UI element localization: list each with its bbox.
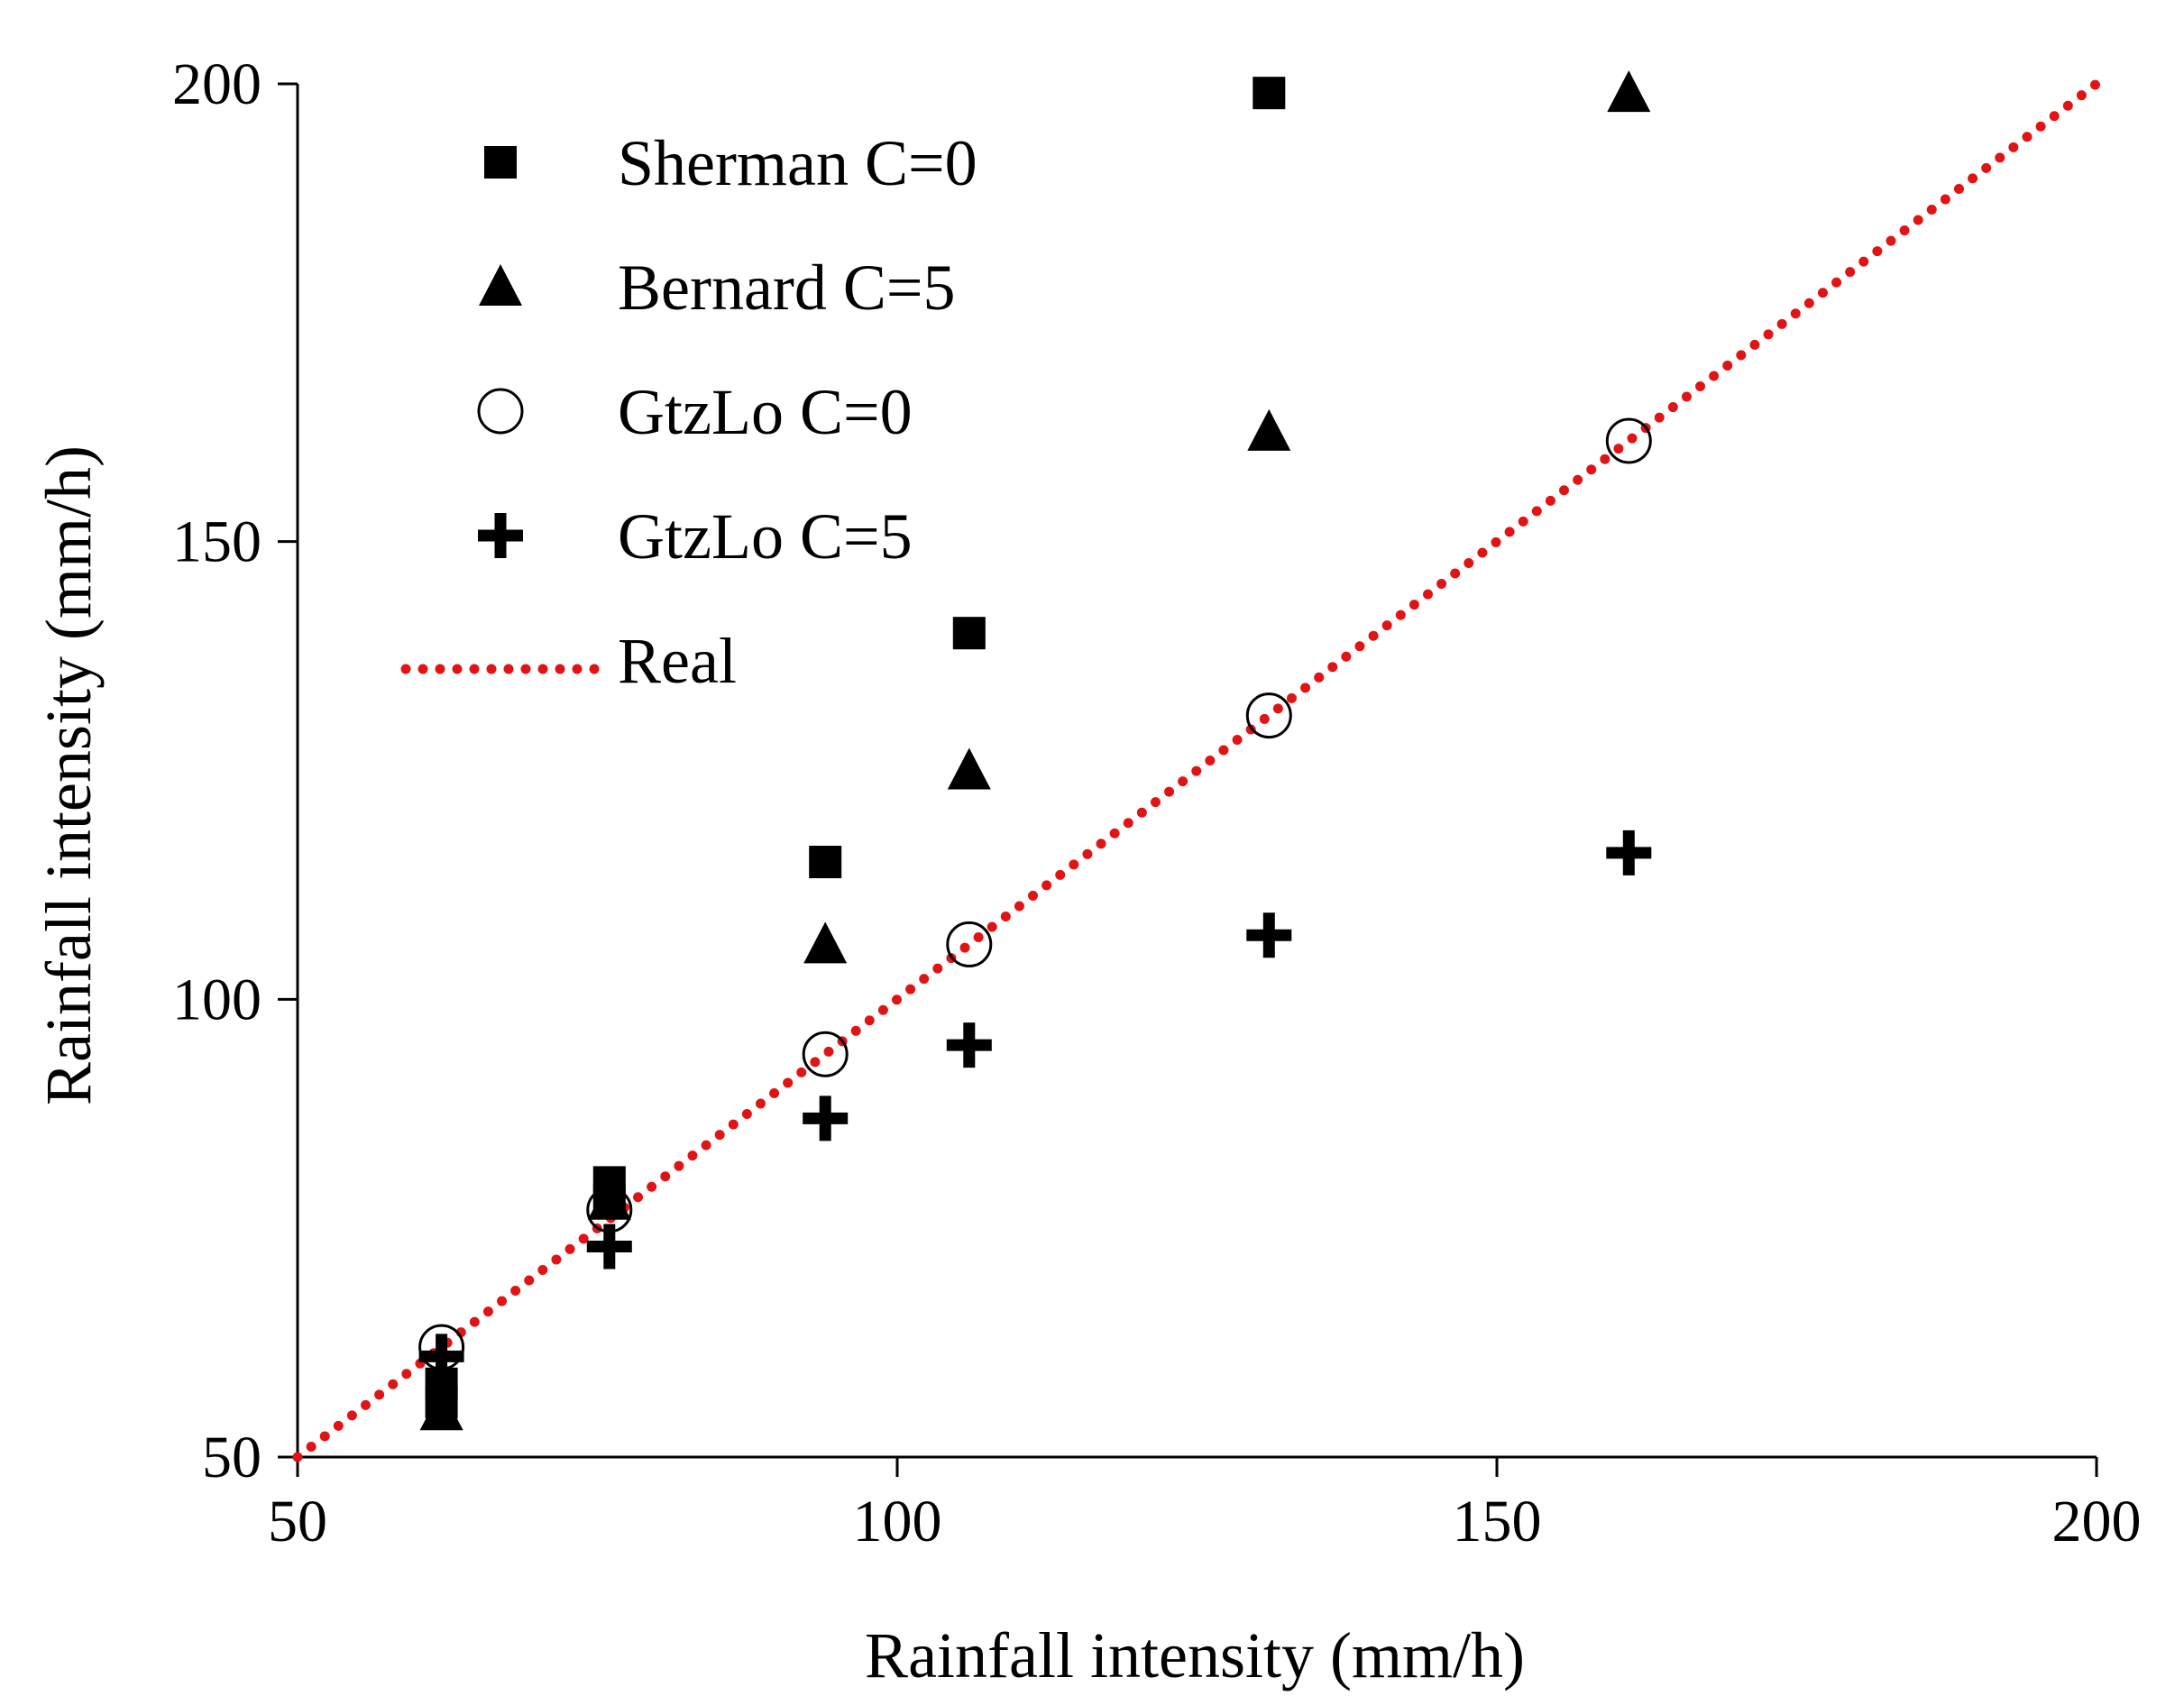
data-point [947,747,991,790]
data-point [809,846,842,879]
legend-marker-swatch [484,146,517,179]
x-axis-ticks: 50 100 150 200 [268,1457,2142,1554]
data-point [1247,408,1291,451]
legend-label: GtzLo C=5 [618,500,913,573]
legend-marker-swatch [477,388,524,435]
x-tick-label: 50 [268,1489,327,1554]
data-point [1253,77,1286,110]
x-tick-label: 100 [853,1489,942,1554]
y-tick-label: 200 [172,51,262,117]
data-point [587,1178,631,1220]
plot-area [292,70,2102,1462]
data-point [803,1095,849,1141]
legend-item: Real [400,625,737,697]
y-tick-label: 100 [172,967,262,1032]
data-point [419,1389,463,1431]
data-point [946,921,993,967]
data-point [418,1334,464,1380]
legend-label: Bernard C=5 [618,252,956,324]
y-tick-label: 50 [202,1425,262,1490]
y-axis-ticks: 50 100 150 200 [172,51,298,1490]
x-tick-label: 150 [1453,1489,1542,1554]
y-tick-label: 150 [172,509,262,575]
legend-label: Real [618,625,737,697]
legend-item: GtzLo C=0 [477,376,913,448]
legend-marker-swatch [479,264,522,306]
legend-marker-swatch [478,513,523,558]
axes [296,84,2097,1459]
series-gtzlo-c-5 [418,830,1652,1380]
data-point [586,1224,632,1270]
legend: Sherman C=0 Bernard C=5 GtzLo C=0 GtzLo C=5… [400,127,977,697]
legend-item: Bernard C=5 [479,252,956,324]
series-real-line [292,78,2102,1462]
data-point [802,1031,849,1077]
data-point [952,617,986,650]
x-axis-title: Rainfall intensity (mm/h) [865,1619,1525,1691]
data-point [1245,692,1292,739]
x-tick-label: 200 [2052,1489,2142,1554]
data-point [946,1022,992,1068]
data-point [1605,417,1652,464]
data-point [1607,70,1651,113]
legend-label: GtzLo C=0 [618,376,913,448]
legend-item: Sherman C=0 [484,127,977,199]
series-bernard-c-5 [419,70,1651,1431]
data-point [1246,912,1292,958]
legend-label: Sherman C=0 [618,127,977,199]
data-point [1606,830,1652,875]
data-point [803,921,848,964]
y-axis-title: Rainfall intensity (mm/h) [32,445,105,1105]
legend-item: GtzLo C=5 [478,500,913,573]
